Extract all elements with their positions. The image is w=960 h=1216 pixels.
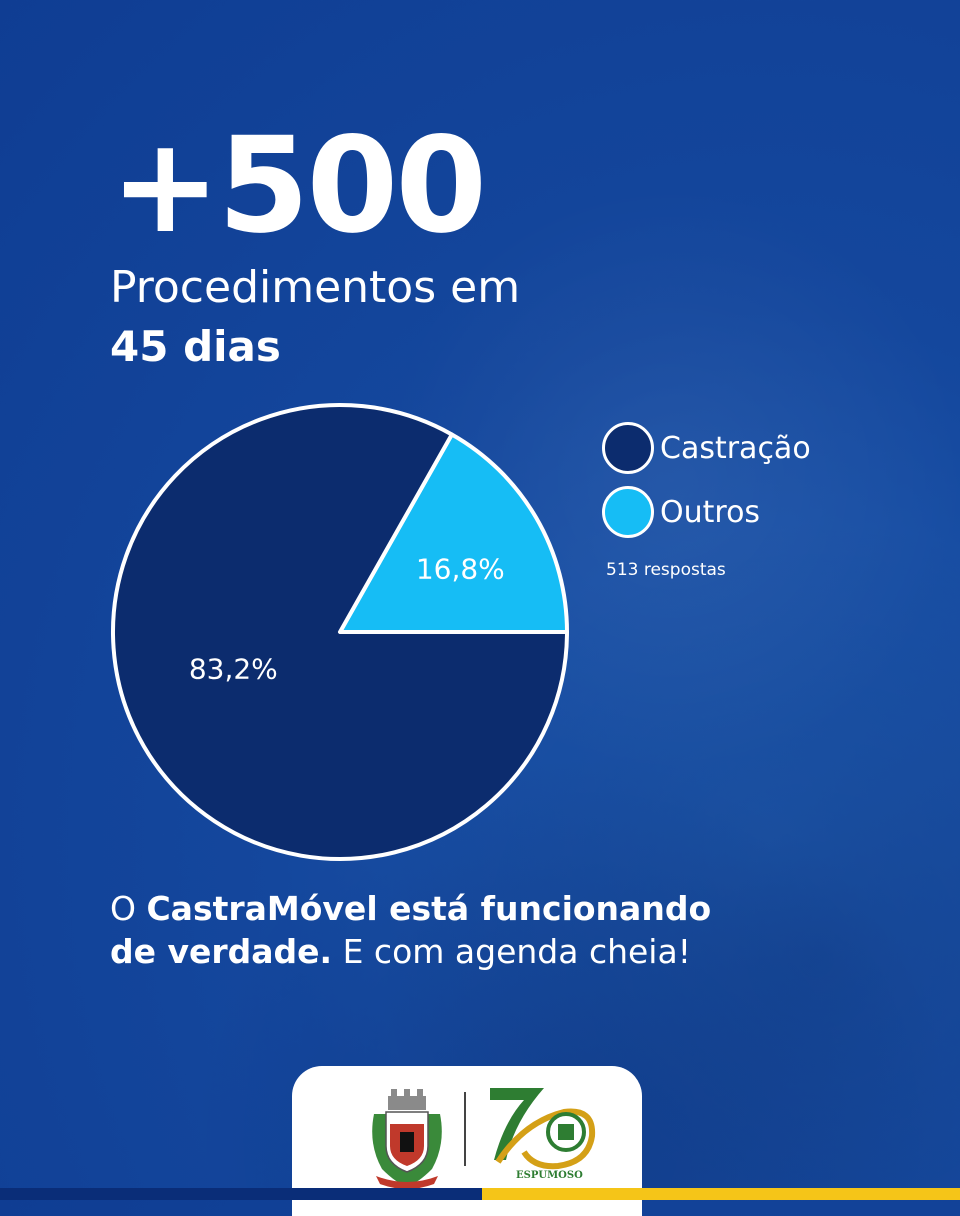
headline-line1: Procedimentos em — [110, 262, 521, 313]
legend-label-outros: Outros — [660, 494, 761, 530]
legend-label-castracao: Castração — [660, 430, 811, 466]
pie-chart: 83,2% 16,8% — [111, 403, 569, 861]
espumoso-logo-text: ESPUMOSO — [516, 1170, 583, 1181]
bottom-bar-yellow — [482, 1188, 960, 1200]
caption: O CastraMóvel está funcionando de verdad… — [110, 888, 750, 974]
caption-prefix: O — [110, 889, 147, 928]
coat-of-arms-logo — [372, 1089, 442, 1189]
pie-label-outros: 16,8% — [416, 553, 505, 586]
legend-swatch-castracao — [602, 422, 654, 474]
legend-item-castracao: Castração — [602, 422, 811, 474]
caption-bold: CastraMóvel está funcionando de verdade. — [110, 889, 712, 971]
caption-rest: E com agenda cheia! — [332, 931, 691, 971]
pie-slice-castracao — [111, 403, 569, 861]
logo-divider — [464, 1092, 466, 1166]
legend-item-outros: Outros — [602, 486, 760, 538]
pie-label-castracao: 83,2% — [189, 653, 278, 686]
responses-note: 513 respostas — [606, 560, 726, 580]
legend-swatch-outros — [602, 486, 654, 538]
espumoso-70-logo: ESPUMOSO — [490, 1088, 596, 1181]
pie-slice-outros — [338, 432, 569, 634]
bottom-bar-blue — [0, 1188, 482, 1200]
headline-line2: 45 dias — [110, 322, 281, 371]
headline-number: +500 — [110, 109, 487, 263]
